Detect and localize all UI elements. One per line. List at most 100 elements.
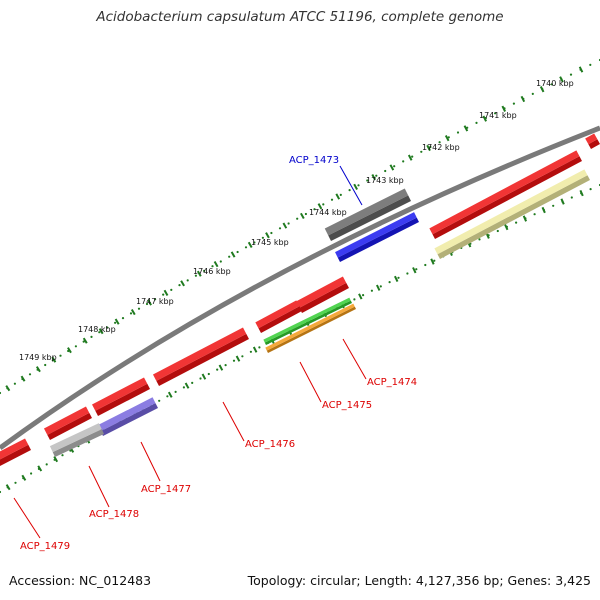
outer-scale-dot	[296, 217, 299, 220]
inner-scale-dot	[478, 238, 481, 241]
outer-scale-dot	[154, 298, 157, 301]
gene-label-ACP_1473[interactable]: ACP_1473	[289, 155, 339, 166]
outer-scale-tick	[114, 318, 120, 325]
gene-label-ACP_1477[interactable]: ACP_1477	[141, 484, 191, 495]
outer-scale-dot	[393, 165, 396, 168]
outer-scale-dot	[162, 293, 165, 296]
gene-light-face	[255, 300, 300, 329]
gene-ACP_1475-cds[interactable]	[263, 297, 352, 345]
inner-scale-tick	[184, 382, 190, 389]
gene-ACP_1475[interactable]	[255, 300, 302, 333]
outer-scale-dot	[74, 345, 77, 348]
gene-light-face	[265, 303, 355, 351]
inner-scale-tick	[504, 223, 509, 231]
outer-scale-tick	[300, 212, 305, 219]
inner-scale-tick	[252, 346, 258, 353]
gene-light-face	[152, 327, 247, 381]
outer-scale-tick	[35, 366, 41, 373]
outer-scale-dot	[348, 189, 351, 192]
inner-scale-dot	[353, 298, 356, 301]
gene-upstream-gene-cds[interactable]	[434, 169, 590, 259]
gene-shadow-face	[100, 403, 158, 436]
outer-scale-tick	[230, 251, 236, 258]
gene-light-face	[92, 377, 148, 411]
inner-scale-tick	[5, 484, 11, 491]
gene-upstream-gene[interactable]	[429, 150, 582, 239]
outer-scale-tick	[520, 95, 526, 103]
gene-shadow-face	[95, 383, 150, 416]
outer-scale-dot	[44, 363, 47, 367]
gene-label-ACP_1479[interactable]: ACP_1479	[20, 541, 70, 552]
inner-scale-dot	[515, 221, 518, 224]
gene-light-face	[434, 169, 588, 255]
outer-scale-dot	[366, 179, 369, 182]
outer-scale-tick	[501, 105, 506, 112]
gene-label-ACP_1478[interactable]: ACP_1478	[89, 509, 139, 520]
outer-scale-dot	[203, 269, 206, 272]
outer-scale-tick	[463, 125, 469, 132]
outer-scale-dot	[322, 203, 325, 206]
outer-scale-dot	[194, 274, 197, 277]
inner-scale-dot	[570, 196, 573, 199]
outer-scale-tick	[335, 193, 341, 200]
outer-scale-dot	[475, 121, 478, 124]
inner-scale-dot	[191, 381, 194, 384]
outer-scale-dot	[512, 102, 516, 105]
genes-layer	[0, 133, 600, 466]
outer-scale-dot	[287, 222, 290, 225]
inner-scale-tick	[522, 215, 528, 222]
gene-ACP_1474-cds[interactable]	[265, 303, 356, 353]
gene-label-ACP_1476[interactable]: ACP_1476	[245, 439, 295, 450]
scale-label: 1748 kbp	[78, 325, 116, 334]
inner-scale-dot	[533, 213, 536, 216]
inner-scale-tick	[167, 391, 173, 398]
gene-shadow-face	[258, 306, 302, 333]
gene-light-face	[97, 397, 156, 432]
outer-scale-dot	[82, 340, 85, 343]
outer-scale-dot	[211, 265, 214, 268]
inner-scale-dot	[61, 454, 64, 457]
outer-scale-dot	[569, 73, 573, 76]
label-leader	[140, 441, 161, 482]
inner-scale-tick	[430, 258, 435, 265]
inner-scale-tick	[560, 198, 565, 205]
outer-scale-dot	[244, 246, 248, 249]
gene-label-ACP_1474[interactable]: ACP_1474	[367, 377, 417, 388]
gene-ACP_1477-cds[interactable]	[97, 397, 158, 436]
gene-ACP_1478[interactable]	[43, 406, 92, 440]
scale-label: 1740 kbp	[536, 79, 574, 88]
gene-light-face	[429, 150, 580, 235]
label-leader	[222, 401, 245, 442]
inner-scale-tick	[235, 355, 241, 362]
gene-ACP_1477[interactable]	[92, 377, 150, 416]
gene-light-face	[335, 212, 417, 258]
gene-ACP_1474[interactable]	[295, 276, 349, 313]
outer-scale-ticks	[0, 58, 600, 395]
outer-scale-tick	[180, 280, 185, 287]
outer-scale-tick	[247, 241, 253, 248]
gene-ACP_1479[interactable]	[0, 438, 31, 466]
label-leader	[342, 338, 367, 380]
gene-ACP_1473[interactable]	[324, 188, 411, 241]
outer-scale-dot	[98, 331, 101, 334]
outer-scale-dot	[253, 241, 256, 244]
gene-light-face	[263, 297, 351, 343]
outer-scale-tick	[213, 261, 219, 268]
gene-shadow-face	[0, 444, 31, 466]
gene-ACP_1473-cds[interactable]	[335, 212, 419, 262]
outer-scale-dot	[494, 112, 497, 115]
inner-scale-dot	[199, 377, 202, 380]
gene-shadow-face	[299, 282, 349, 313]
outer-scale-dot	[330, 198, 334, 201]
gene-ACP_1476[interactable]	[152, 327, 249, 386]
gene-ACP_1478-cds[interactable]	[49, 423, 104, 457]
label-leader	[299, 361, 322, 403]
inner-scale-ticks	[0, 183, 600, 494]
outer-scale-dot	[313, 208, 316, 211]
scale-label: 1747 kbp	[136, 297, 174, 306]
gene-edge-gene[interactable]	[585, 133, 600, 149]
inner-scale-tick	[579, 190, 584, 197]
label-leader	[88, 465, 110, 508]
inner-scale-dot	[433, 259, 436, 262]
gene-label-ACP_1475[interactable]: ACP_1475	[322, 400, 372, 411]
